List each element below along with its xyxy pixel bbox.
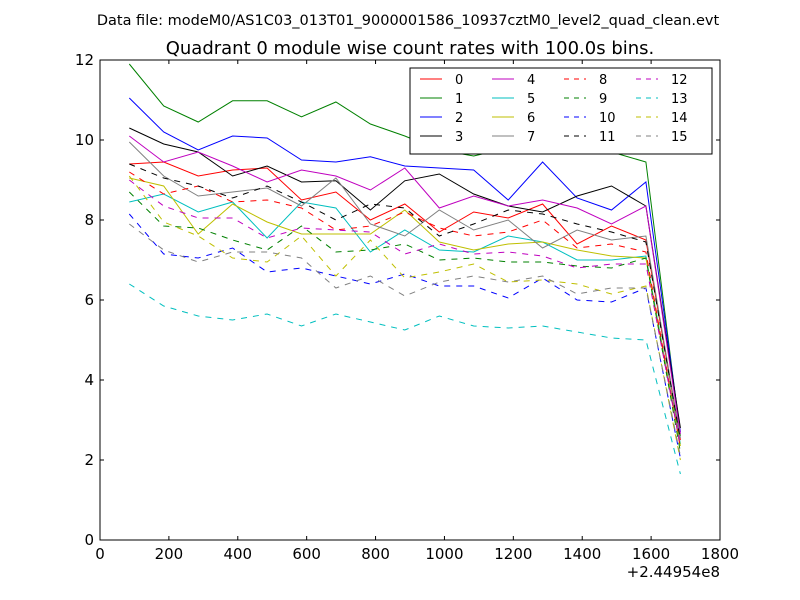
series-line-6 bbox=[129, 177, 681, 447]
x-tick-label: 1600 bbox=[632, 545, 670, 563]
legend-label-5: 5 bbox=[527, 92, 535, 107]
chart-title: Quadrant 0 module wise count rates with … bbox=[166, 38, 655, 59]
legend-label-13: 13 bbox=[671, 92, 688, 107]
legend-label-11: 11 bbox=[599, 130, 616, 145]
legend-label-12: 12 bbox=[671, 73, 688, 88]
legend-label-3: 3 bbox=[455, 130, 463, 145]
x-offset-label: +2.44954e8 bbox=[627, 563, 720, 581]
series-line-8 bbox=[129, 171, 681, 449]
legend-label-0: 0 bbox=[455, 73, 463, 88]
x-tick-label: 0 bbox=[95, 545, 105, 563]
legend-label-15: 15 bbox=[671, 130, 688, 145]
legend-label-2: 2 bbox=[455, 111, 463, 126]
series-line-9 bbox=[128, 191, 681, 453]
supertitle: Data file: modeM0/AS1C03_013T01_90000015… bbox=[97, 13, 720, 29]
legend-label-7: 7 bbox=[527, 130, 535, 145]
series-line-2 bbox=[128, 97, 681, 433]
legend-label-8: 8 bbox=[599, 73, 607, 88]
legend-label-10: 10 bbox=[599, 111, 616, 126]
legend-label-14: 14 bbox=[671, 111, 688, 126]
y-tick-label: 8 bbox=[84, 211, 94, 229]
legend-label-9: 9 bbox=[599, 92, 607, 107]
y-tick-label: 10 bbox=[75, 131, 94, 149]
x-tick-label: 1200 bbox=[494, 545, 532, 563]
legend-label-6: 6 bbox=[527, 111, 535, 126]
legend-frame bbox=[409, 67, 713, 155]
x-tick-label: 200 bbox=[155, 545, 184, 563]
y-tick-label: 4 bbox=[84, 371, 94, 389]
series-line-13 bbox=[129, 283, 681, 475]
series-line-10 bbox=[128, 213, 681, 459]
series-line-3 bbox=[129, 127, 681, 429]
legend-label-1: 1 bbox=[455, 92, 463, 107]
x-tick-label: 1400 bbox=[563, 545, 601, 563]
series-line-14 bbox=[128, 175, 681, 461]
x-tick-label: 400 bbox=[223, 545, 252, 563]
plot-frame bbox=[99, 59, 721, 541]
series-line-7 bbox=[128, 141, 681, 439]
series-layer bbox=[128, 63, 681, 475]
y-tick-label: 6 bbox=[84, 291, 94, 309]
series-line-5 bbox=[129, 193, 681, 445]
x-tick-label: 800 bbox=[361, 545, 390, 563]
series-line-0 bbox=[129, 161, 681, 441]
series-line-4 bbox=[128, 135, 681, 435]
y-tick-label: 2 bbox=[84, 451, 94, 469]
x-tick-label: 600 bbox=[292, 545, 321, 563]
tick-layer: 0 200 400 600 800 1000 1200 1400 1600 18000246810… bbox=[75, 51, 739, 563]
x-tick-label: 1800 bbox=[701, 545, 739, 563]
y-tick-label: 12 bbox=[75, 51, 94, 69]
y-tick-label: 0 bbox=[84, 531, 94, 549]
series-line-11 bbox=[129, 163, 681, 441]
legend-label-4: 4 bbox=[527, 73, 535, 88]
x-tick-label: 1000 bbox=[425, 545, 463, 563]
